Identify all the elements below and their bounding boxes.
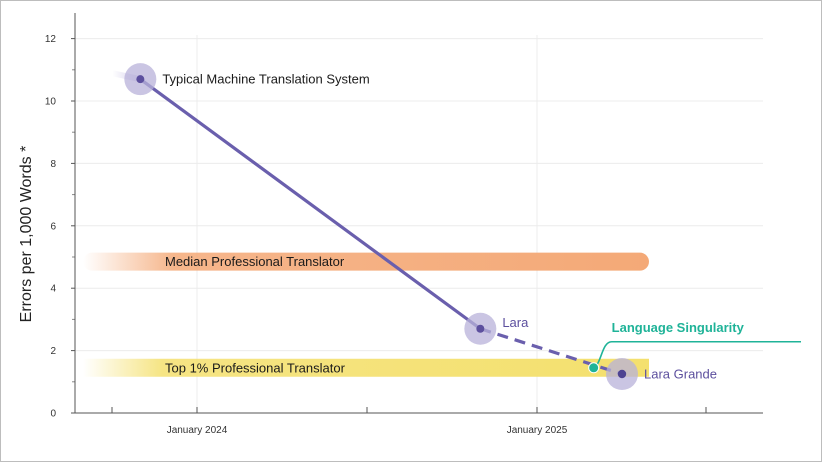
series-line-dashed	[479, 327, 623, 376]
point-typical-mt	[136, 75, 145, 84]
point-lara	[476, 324, 485, 333]
y-axis-label: Errors per 1,000 Words *	[18, 146, 35, 323]
x-tick-label: January 2025	[507, 425, 568, 436]
y-tick-label: 0	[50, 409, 56, 420]
y-tick-label: 2	[50, 346, 56, 357]
label-lara: Lara	[502, 315, 529, 330]
y-tick-label: 8	[50, 159, 56, 170]
median-translator-band	[83, 252, 649, 271]
top-translator-band	[83, 358, 649, 377]
point-lara-grande	[617, 369, 627, 379]
grid-lines	[75, 35, 763, 413]
y-tick-label: 4	[50, 284, 56, 295]
axes: 0 2 4 6 8 10 12 January 2024 January 2025	[45, 13, 763, 436]
singularity-point	[588, 362, 600, 374]
series-line-solid	[138, 77, 482, 331]
top-translator-label: Top 1% Professional Translator	[165, 360, 346, 375]
label-typical-mt: Typical Machine Translation System	[162, 72, 369, 87]
label-language-singularity: Language Singularity	[612, 320, 745, 335]
label-lara-grande: Lara Grande	[644, 367, 717, 382]
median-translator-label: Median Professional Translator	[165, 254, 345, 269]
y-tick-label: 10	[45, 97, 57, 108]
x-tick-label: January 2024	[167, 425, 228, 436]
y-tick-label: 12	[45, 34, 57, 45]
y-tick-label: 6	[50, 221, 56, 232]
